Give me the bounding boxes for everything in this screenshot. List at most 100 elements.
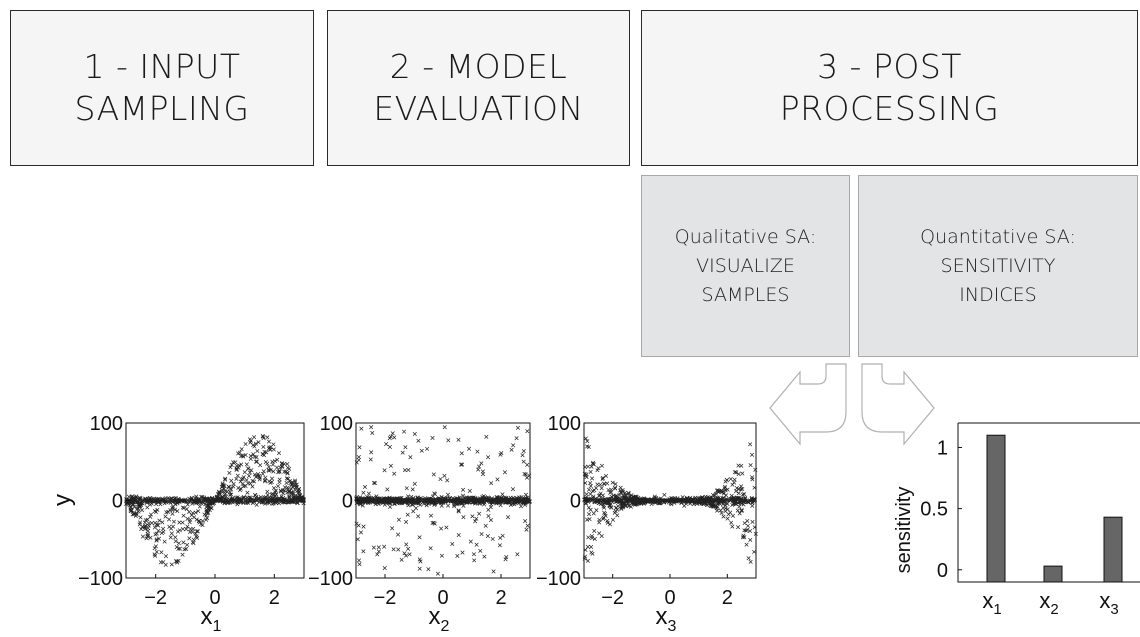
scatter-point — [276, 470, 281, 475]
scatter-point — [413, 499, 418, 505]
scatter-point — [510, 487, 516, 492]
scatter-point — [611, 493, 616, 498]
scatter-point — [426, 567, 431, 572]
y-tick-label: −100 — [78, 568, 123, 590]
scatter-point — [177, 520, 182, 525]
scatter-point — [722, 484, 727, 489]
scatter-point — [752, 525, 757, 530]
scatter-point — [192, 515, 197, 520]
scatter-point — [241, 454, 246, 459]
scatter-point — [500, 533, 505, 538]
scatter-point — [658, 500, 663, 505]
scatter-point — [439, 499, 444, 504]
scatter-point — [723, 509, 728, 514]
scatter-point — [132, 504, 137, 509]
scatter-point — [599, 486, 604, 491]
scatter-point — [721, 514, 726, 519]
scatter-point — [690, 496, 695, 502]
scatter-point — [468, 539, 473, 544]
scatter-point — [699, 499, 705, 504]
scatter-point — [216, 498, 221, 503]
scatter-point — [360, 503, 365, 508]
scatter-point — [599, 533, 604, 539]
scatter-point — [603, 497, 608, 502]
scatter-point — [168, 500, 173, 505]
scatter-point — [158, 502, 163, 507]
scatter-point — [234, 476, 239, 481]
scatter-point — [140, 499, 145, 504]
scatter-point — [258, 494, 263, 500]
scatter-point — [591, 460, 596, 465]
scatter-point — [506, 499, 511, 504]
scatter-point — [432, 491, 437, 496]
scatter-point — [248, 453, 253, 458]
scatter-point — [514, 436, 519, 441]
scatter-point — [391, 547, 396, 552]
scatter-point — [504, 555, 509, 560]
scatter-point — [250, 484, 255, 489]
scatter-point — [277, 469, 282, 474]
scatter-point — [734, 485, 739, 491]
scatter-point — [180, 552, 185, 557]
scatter-point — [239, 447, 244, 452]
scatter-point — [284, 480, 289, 485]
scatter-point — [417, 535, 422, 540]
scatter-point — [491, 497, 496, 502]
scatter-point — [295, 494, 300, 499]
scatter-point — [138, 515, 143, 520]
scatter-point — [489, 481, 494, 486]
scatter-point — [136, 509, 141, 514]
scatter-point — [287, 495, 292, 500]
scatter-point — [612, 498, 617, 503]
scatter-point — [583, 464, 588, 470]
scatter-point — [271, 469, 276, 474]
scatter-point — [624, 497, 630, 502]
x-tick-label: 0 — [664, 587, 675, 609]
scatter-point — [484, 434, 489, 439]
scatter-point — [665, 498, 670, 503]
scatter-point — [282, 461, 287, 467]
scatter-point — [477, 511, 482, 516]
scatter-point — [278, 488, 283, 493]
scatter-point — [428, 497, 433, 503]
scatter-point — [744, 542, 749, 547]
scatter-point — [184, 546, 189, 552]
scatter-point — [390, 526, 395, 531]
scatter-point — [223, 476, 228, 481]
scatter-point — [736, 487, 741, 492]
scatter-point — [584, 492, 589, 497]
scatter-point — [235, 502, 240, 507]
scatter-point — [173, 535, 178, 540]
scatter-point — [515, 425, 520, 430]
scatter-point — [153, 509, 159, 514]
bar-y-tick-label: 0 — [937, 560, 948, 582]
scatter-point — [196, 500, 201, 506]
scatter-point — [166, 509, 171, 514]
scatter-point — [586, 512, 592, 517]
scatter-point — [148, 512, 154, 517]
scatter-point — [746, 556, 751, 561]
scatter-point — [228, 465, 233, 470]
scatter-point — [203, 502, 208, 507]
scatter-point — [588, 484, 593, 489]
scatter-point — [662, 492, 667, 497]
scatter-point — [526, 496, 531, 501]
scatter-point — [181, 540, 186, 545]
scatter-point — [737, 511, 742, 516]
scatter-point — [483, 523, 488, 528]
bar-category-label: x3 — [1099, 588, 1118, 618]
scatter-point — [730, 513, 736, 518]
scatter-point — [752, 549, 757, 554]
scatter-point — [260, 434, 266, 439]
scatter-point — [642, 498, 647, 503]
scatter-point — [458, 498, 463, 503]
scatter-point — [418, 559, 423, 564]
scatter-point — [385, 487, 390, 492]
scatter-point — [456, 509, 461, 514]
scatter-point — [273, 493, 278, 499]
scatter-point — [588, 469, 593, 474]
scatter-point — [168, 535, 173, 540]
scatter-point — [134, 494, 139, 499]
scatter-point — [392, 471, 397, 476]
scatter-point — [154, 522, 159, 527]
